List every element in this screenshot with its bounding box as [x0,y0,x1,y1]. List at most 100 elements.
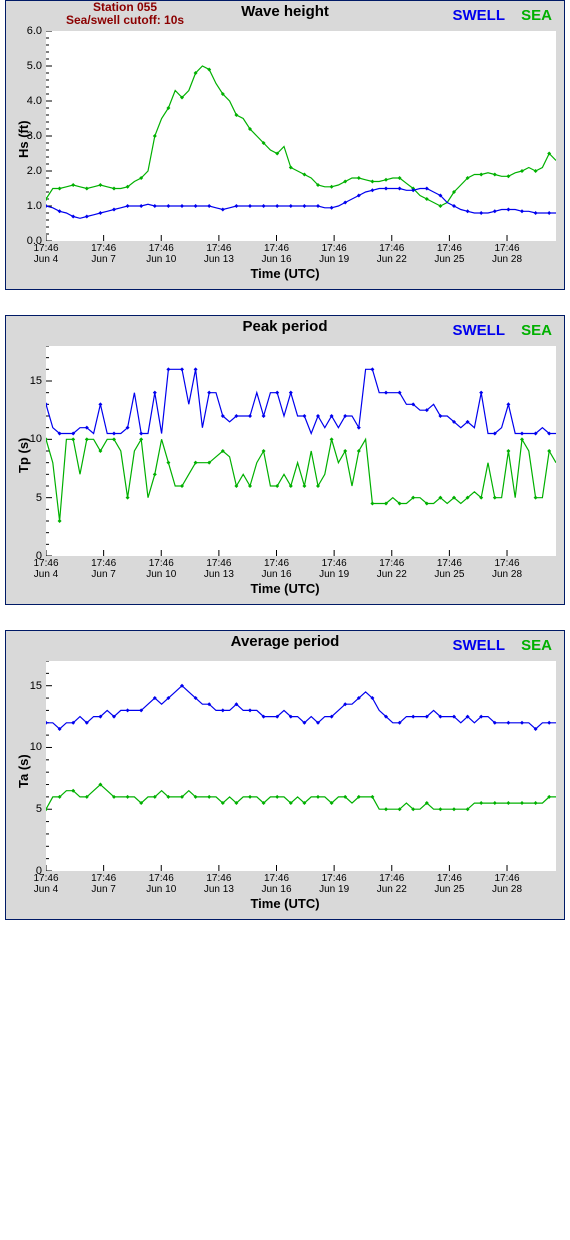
x-tick-date: Jun 22 [377,884,407,895]
x-tick: 17:46Jun 7 [91,243,116,265]
x-tick: 17:46Jun 25 [434,558,464,580]
x-tick-time: 17:46 [91,558,116,569]
x-tick-time: 17:46 [492,558,522,569]
x-tick: 17:46Jun 13 [204,558,234,580]
panel-header: Average period SWELL SEA [6,631,564,661]
x-tick: 17:46Jun 16 [261,873,291,895]
x-tick-time: 17:46 [434,243,464,254]
legend-sea: SEA [521,637,552,654]
legend-swell: SWELL [452,637,505,654]
plot-area [46,346,556,556]
x-tick-date: Jun 4 [33,569,58,580]
y-tick: 10 [14,741,42,753]
y-tick: 15 [14,375,42,387]
x-tick: 17:46Jun 22 [377,558,407,580]
x-tick-date: Jun 19 [319,884,349,895]
x-tick-time: 17:46 [261,558,291,569]
x-tick: 17:46Jun 25 [434,873,464,895]
panel-title: Wave height [241,3,329,20]
x-tick-time: 17:46 [91,873,116,884]
x-tick-time: 17:46 [492,873,522,884]
y-tick: 5 [14,492,42,504]
x-tick-time: 17:46 [377,558,407,569]
y-tick: 5 [14,803,42,815]
panel-legend: SWELL SEA [452,7,552,24]
x-tick-time: 17:46 [33,243,58,254]
x-tick-time: 17:46 [377,243,407,254]
x-tick: 17:46Jun 19 [319,558,349,580]
x-tick-date: Jun 28 [492,569,522,580]
plot-area [46,31,556,241]
x-tick-time: 17:46 [146,873,176,884]
x-tick: 17:46Jun 22 [377,873,407,895]
x-tick-date: Jun 13 [204,254,234,265]
x-axis-label: Time (UTC) [250,266,319,281]
x-tick-time: 17:46 [33,873,58,884]
x-tick-time: 17:46 [377,873,407,884]
y-tick: 1.0 [14,200,42,212]
x-tick-time: 17:46 [204,243,234,254]
x-tick-date: Jun 10 [146,569,176,580]
x-axis-label: Time (UTC) [250,896,319,911]
x-tick: 17:46Jun 4 [33,873,58,895]
x-tick-time: 17:46 [434,558,464,569]
x-tick: 17:46Jun 19 [319,243,349,265]
x-tick: 17:46Jun 7 [91,873,116,895]
panel-title: Average period [231,633,340,650]
x-tick-date: Jun 10 [146,884,176,895]
plot-area [46,661,556,871]
x-tick-time: 17:46 [91,243,116,254]
x-tick-date: Jun 28 [492,254,522,265]
x-tick-time: 17:46 [319,243,349,254]
x-tick-date: Jun 4 [33,884,58,895]
x-tick-time: 17:46 [492,243,522,254]
x-tick-date: Jun 13 [204,884,234,895]
panel-title: Peak period [242,318,327,335]
x-tick-date: Jun 25 [434,254,464,265]
x-tick-date: Jun 16 [261,569,291,580]
x-tick-date: Jun 4 [33,254,58,265]
x-tick: 17:46Jun 13 [204,873,234,895]
y-tick: 3.0 [14,130,42,142]
y-tick: 5.0 [14,60,42,72]
x-axis-label: Time (UTC) [250,581,319,596]
chart-panel-tp: Peak period SWELL SEA Tp (s) 051015 17:4… [5,315,565,605]
x-tick-time: 17:46 [146,558,176,569]
x-tick: 17:46Jun 7 [91,558,116,580]
panel-header: Peak period SWELL SEA [6,316,564,346]
x-tick-date: Jun 25 [434,569,464,580]
x-tick-date: Jun 13 [204,569,234,580]
chart-svg [46,661,556,871]
x-tick: 17:46Jun 16 [261,243,291,265]
chart-panel-ta: Average period SWELL SEA Ta (s) 051015 1… [5,630,565,920]
x-tick: 17:46Jun 4 [33,243,58,265]
panel-header: Station 055 Sea/swell cutoff: 10s Wave h… [6,1,564,31]
chart-svg [46,31,556,241]
station-cutoff: Sea/swell cutoff: 10s [66,14,184,27]
x-tick-date: Jun 10 [146,254,176,265]
y-tick: 15 [14,680,42,692]
x-tick: 17:46Jun 10 [146,873,176,895]
x-tick-time: 17:46 [33,558,58,569]
x-tick-time: 17:46 [319,873,349,884]
panel-legend: SWELL SEA [452,322,552,339]
x-tick: 17:46Jun 22 [377,243,407,265]
x-tick-date: Jun 16 [261,884,291,895]
x-tick-date: Jun 22 [377,569,407,580]
x-tick-date: Jun 7 [91,884,116,895]
legend-sea: SEA [521,7,552,24]
x-tick: 17:46Jun 4 [33,558,58,580]
x-tick-time: 17:46 [434,873,464,884]
y-axis-label: Ta (s) [16,754,31,788]
x-tick-time: 17:46 [146,243,176,254]
y-tick: 4.0 [14,95,42,107]
x-tick-time: 17:46 [261,243,291,254]
station-info: Station 055 Sea/swell cutoff: 10s [66,1,184,27]
x-tick-date: Jun 7 [91,569,116,580]
x-tick: 17:46Jun 28 [492,558,522,580]
x-tick-date: Jun 25 [434,884,464,895]
legend-swell: SWELL [452,322,505,339]
x-tick: 17:46Jun 19 [319,873,349,895]
y-tick: 2.0 [14,165,42,177]
x-tick: 17:46Jun 16 [261,558,291,580]
